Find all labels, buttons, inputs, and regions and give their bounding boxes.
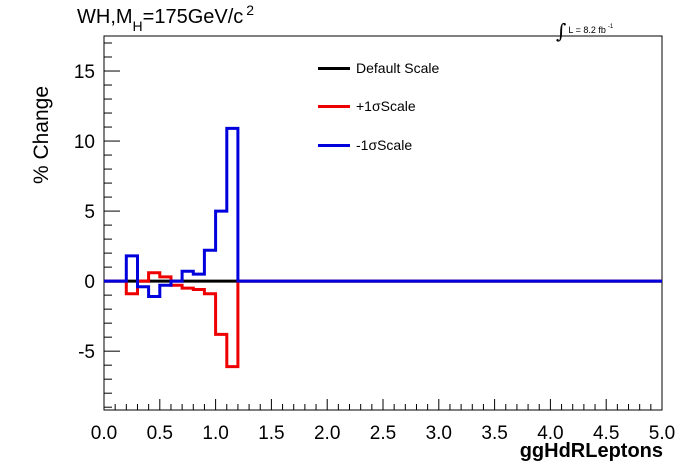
legend-swatch-minus-sigma (318, 143, 350, 147)
title-prefix: WH,M (77, 6, 133, 28)
x-tick-label: 4.0 (537, 423, 563, 444)
axis-ticks (103, 42, 663, 410)
legend-item-default: Default Scale (318, 60, 439, 76)
y-tick-label: -5 (78, 342, 95, 363)
legend-item-plus-sigma: +1σScale (318, 98, 416, 114)
integral-symbol: ∫ (556, 19, 567, 43)
x-tick-label: 0.0 (91, 423, 117, 444)
x-tick-label: 5.0 (649, 423, 675, 444)
x-tick-label: 2.5 (370, 423, 396, 444)
legend-label-plus-sigma: +1σScale (356, 98, 416, 114)
x-axis-label: ggHdRLeptons (519, 440, 663, 462)
y-axis-label: % Change (30, 85, 53, 185)
x-tick-label: 3.5 (481, 423, 507, 444)
luminosity-label: ∫ L = 8.2 fb -1 (556, 14, 614, 43)
legend-label-default: Default Scale (356, 60, 440, 76)
title-main-text: =175GeV/c (142, 6, 244, 28)
x-tick-label: 2.0 (314, 423, 340, 444)
y-tick-label: 5 (84, 202, 95, 223)
x-tick-label: 1.0 (202, 423, 228, 444)
series-line-2 (104, 126, 662, 298)
x-tick-label: 3.0 (426, 423, 452, 444)
x-tick-label: 1.5 (258, 423, 284, 444)
title-subscript: H (132, 18, 143, 34)
legend-item-minus-sigma: -1σScale (318, 137, 412, 153)
lumi-superscript: -1 (607, 24, 614, 30)
series-line-1 (104, 271, 662, 369)
axis-tick-labels: 0.0 0.5 1.0 1.5 2.0 2.5 3.0 3.5 4.0 4.5 5.0 -5 0 5 10 1… (74, 62, 675, 444)
y-tick-label: 10 (74, 132, 95, 153)
title-superscript: 2 (246, 2, 255, 18)
x-tick-label: 4.5 (593, 423, 619, 444)
legend-label-minus-sigma: -1σScale (356, 137, 413, 153)
y-tick-label: 15 (74, 62, 95, 83)
plot-frame (103, 35, 663, 411)
y-tick-label: 0 (84, 272, 95, 293)
chart-title: WH,MH=175GeV/c 2 (77, 2, 254, 34)
x-tick-label: 0.5 (147, 423, 173, 444)
legend-swatch-plus-sigma (318, 104, 350, 108)
legend-swatch-default (318, 66, 350, 70)
lumi-text: L = 8.2 fb (568, 25, 606, 35)
series-lines (104, 126, 662, 369)
